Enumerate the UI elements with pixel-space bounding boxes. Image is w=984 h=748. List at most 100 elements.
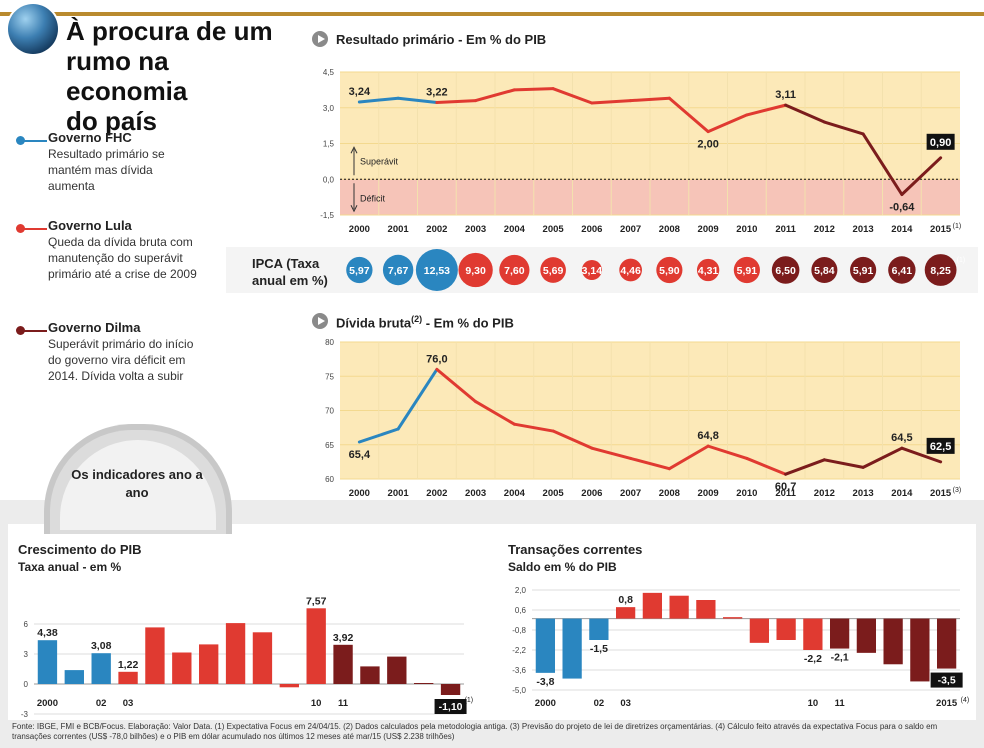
bar: [856, 618, 877, 653]
deficit-label: Déficit: [360, 193, 386, 203]
bar: [936, 618, 957, 669]
value-highlight-box: [434, 699, 467, 714]
y-tick-label: 3: [24, 650, 29, 659]
x-tick-label: 2015: [930, 224, 952, 235]
bar: [749, 618, 770, 643]
x-tick-label: 02: [96, 698, 107, 709]
divida-title-suffix: - Em % do PIB: [422, 315, 514, 331]
ipca-value: 12,53: [424, 265, 450, 277]
x-tick-label: 2002: [426, 224, 447, 235]
bar: [722, 617, 743, 619]
ipca-value: 9,30: [465, 265, 486, 277]
pib-title: Crescimento do PIB: [18, 542, 142, 557]
bar: [696, 600, 716, 619]
ipca-value: 7,67: [388, 265, 409, 277]
ipca-note: (1): [957, 257, 966, 264]
bottom-charts-svg: 6 3 0 -3 2000 02 03 10 11 2015 (1) 4,38 3,08 1,22 7,57…: [21, 586, 970, 719]
series-segment: [629, 96, 671, 103]
legend-line: [21, 330, 47, 332]
bar: [118, 671, 138, 684]
bar: [642, 592, 663, 619]
pib-chart: 630-32000020310112015(1)4,383,081,227,57…: [21, 595, 473, 719]
x-tick-label: 2004: [504, 488, 526, 499]
top-charts-svg: 4,5 3,0 1,5 0,0 -1,5 Superávit Déficit 2000 2001…: [226, 68, 978, 499]
x-tick-label: 2009: [698, 488, 719, 499]
x-tick-label: 2003: [465, 488, 486, 499]
x-tick-label: 2001: [388, 224, 410, 235]
transacoes-subtitle: Saldo em % do PIB: [508, 560, 617, 574]
bar: [199, 644, 219, 684]
bar: [562, 618, 582, 679]
y-tick-label: 3,0: [323, 104, 335, 113]
ipca-value: 6,41: [892, 265, 913, 277]
data-label: 7,57: [306, 595, 327, 607]
bar: [252, 632, 273, 684]
ipca-bubble: [581, 260, 602, 280]
y-tick-label: 80: [325, 338, 334, 347]
data-label: 62,5: [930, 441, 951, 453]
y-tick-label: 0: [24, 680, 29, 689]
ipca-value: 3,14: [582, 265, 603, 277]
data-label: 3,24: [349, 86, 371, 98]
legend-line: [21, 228, 47, 230]
x-tick-label: 03: [123, 698, 134, 709]
page-title: À procura de um rumo na economia do país: [66, 16, 296, 136]
top-rule: [0, 12, 984, 16]
y-tick-label: -2,2: [512, 646, 526, 655]
ipca-bubble: [415, 249, 458, 291]
series-segment: [357, 96, 400, 104]
series-segment: [900, 156, 943, 197]
bar: [145, 627, 165, 684]
ipca-bubble: [540, 257, 566, 283]
x-tick-label: 2012: [814, 224, 835, 235]
bar: [37, 640, 58, 684]
bar: [776, 618, 796, 640]
data-label: 0,8: [618, 594, 633, 606]
x-tick-label: 11: [338, 698, 349, 709]
ipca-bubble: [382, 254, 414, 286]
x-tick-label: 2003: [465, 224, 486, 235]
ipca-bubble: [733, 256, 760, 284]
ipca-bubble: [696, 258, 720, 282]
ipca-value: 4,31: [698, 265, 719, 277]
x-tick-label: 2005: [543, 488, 565, 499]
x-tick-label: 2000: [349, 488, 370, 499]
y-tick-label: -3: [21, 710, 29, 719]
primario-title: Resultado primário - Em % do PIB: [336, 32, 547, 47]
data-label: 64,8: [697, 430, 718, 442]
legend-lula: Governo Lula Queda da dívida bruta com m…: [16, 218, 197, 308]
y-tick-label: 75: [325, 372, 334, 381]
legend-name: Governo Dilma: [48, 320, 141, 335]
data-label: -0,64: [889, 202, 915, 214]
x-tick-label: 2009: [698, 224, 719, 235]
series-segment: [667, 444, 710, 471]
bar: [829, 618, 850, 649]
legend-fhc: Governo FHC Resultado primário se mantém…: [16, 130, 176, 200]
bar: [615, 607, 636, 619]
data-label: 65,4: [349, 449, 371, 461]
x-tick-label: 2007: [620, 224, 641, 235]
data-label: 3,22: [426, 87, 447, 99]
y-tick-label: -1,5: [320, 211, 334, 220]
x-tick-label: 2013: [853, 224, 874, 235]
x-tick-label: 2015: [930, 488, 952, 499]
x-tick-note: (1): [953, 223, 962, 230]
bar: [91, 653, 111, 684]
y-tick-label: 4,5: [323, 68, 335, 77]
series-segment: [706, 113, 749, 134]
bar: [910, 618, 930, 682]
series-segment: [706, 444, 749, 460]
bar: [172, 652, 192, 684]
series-segment: [861, 132, 904, 197]
x-tick-note: (4): [961, 697, 970, 704]
ipca-bubble: [656, 256, 683, 284]
play-icon: [312, 313, 328, 329]
arrow-down-icon: [350, 205, 358, 213]
superavit-label: Superávit: [360, 156, 399, 166]
legend-name: Governo FHC: [48, 130, 132, 145]
ipca-value: 5,97: [349, 265, 370, 277]
y-tick-label: 65: [325, 441, 334, 450]
value-highlight-box: [930, 672, 963, 688]
x-tick-note: (1): [465, 697, 474, 704]
x-tick-label: 2008: [659, 224, 680, 235]
